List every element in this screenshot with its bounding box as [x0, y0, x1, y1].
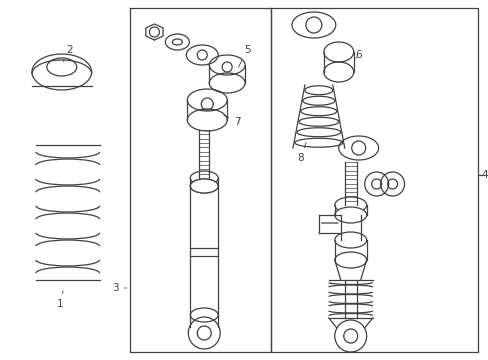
Text: 6: 6 [355, 50, 361, 60]
Ellipse shape [334, 252, 366, 268]
Ellipse shape [190, 171, 218, 185]
Text: 1: 1 [56, 291, 63, 309]
Text: 4: 4 [481, 170, 488, 180]
Ellipse shape [334, 232, 366, 248]
Ellipse shape [334, 207, 366, 223]
Text: 2: 2 [63, 45, 73, 62]
Text: 8: 8 [297, 143, 305, 163]
Ellipse shape [190, 308, 218, 322]
Text: 3: 3 [112, 283, 126, 293]
Ellipse shape [190, 179, 218, 193]
Text: 5: 5 [238, 45, 250, 68]
Ellipse shape [334, 197, 366, 213]
Ellipse shape [190, 179, 218, 193]
Text: 7: 7 [223, 115, 240, 127]
